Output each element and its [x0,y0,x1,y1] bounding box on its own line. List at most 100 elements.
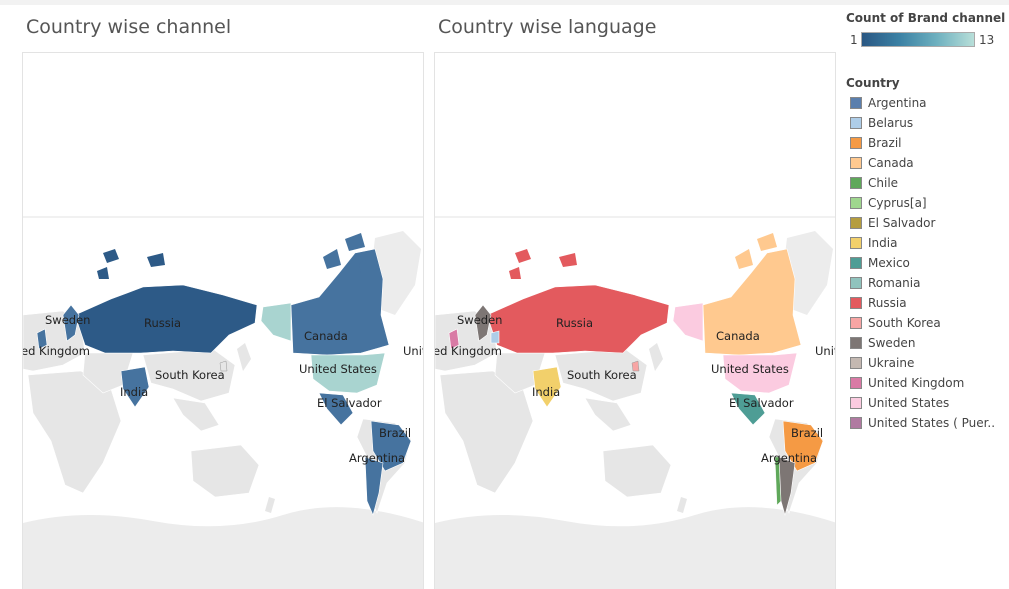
legend-swatch [850,317,862,329]
legend-label: South Korea [868,316,941,330]
southeast-asia-shape [172,397,220,432]
legend-item[interactable]: United States ( Puer.. [850,416,995,430]
legend-item[interactable]: Argentina [850,96,927,110]
legend-label: Romania [868,276,921,290]
country-legend-title: Country [846,76,900,90]
antarctica-shape [23,507,423,589]
russia-shape [74,284,258,354]
greenland-shape [371,231,421,315]
china-shape [554,348,648,402]
label-russia: Russia [144,316,181,330]
usa-shape [722,352,798,394]
legend-swatch [850,277,862,289]
legend-item[interactable]: Russia [850,296,907,310]
argentina-shape [778,456,796,517]
label-united-states-edge: Unit [815,344,836,358]
legend-swatch [850,197,862,209]
legend-label: Mexico [868,256,910,270]
south-korea-shape [219,360,228,372]
legend-swatch [850,97,862,109]
sweden-shape [474,304,492,342]
legend-label: United Kingdom [868,376,965,390]
brazil-shape [782,420,824,472]
legend-label: United States ( Puer.. [868,416,996,430]
legend-label: United States [868,396,950,410]
gradient-color-bar[interactable] [861,32,975,47]
legend-swatch [850,417,862,429]
language-map-title: Country wise language [438,16,657,38]
russia-shape [486,284,670,354]
channel-map-title: Country wise channel [26,16,232,38]
label-canada: Canada [716,329,760,343]
nz-shape [265,497,275,513]
label-argentina: Argentina [349,451,405,465]
india-shape [120,366,150,408]
legend-item[interactable]: Chile [850,176,898,190]
legend-item[interactable]: India [850,236,897,250]
channel-map-panel[interactable]: Sweden Russia ed Kingdom Canada United S… [22,52,424,589]
india-shape [532,366,562,408]
alaska-shape [672,302,704,342]
legend-swatch [850,377,862,389]
belarus-shape [490,330,500,344]
south-korea-shape [631,360,640,372]
label-sweden: Sweden [45,313,90,327]
gradient-legend-title: Count of Brand channel [846,11,1006,25]
argentina-shape [364,456,384,516]
legend-swatch [850,397,862,409]
legend-label: Chile [868,176,899,190]
label-united-kingdom: ed Kingdom [23,344,90,358]
label-canada: Canada [304,329,348,343]
alaska-shape [260,302,292,342]
legend-label: Brazil [868,136,902,150]
legend-item[interactable]: Ukraine [850,356,914,370]
legend-swatch [850,337,862,349]
antarctica-shape [435,507,835,589]
legend-item[interactable]: Mexico [850,256,910,270]
legend-swatch [850,297,862,309]
label-united-states: United States [299,362,377,376]
label-russia: Russia [556,316,593,330]
top-strip [0,0,1009,5]
sweden-shape [62,304,80,342]
china-shape [142,348,236,402]
legend-item[interactable]: United Kingdom [850,376,964,390]
legend-label: El Salvador [868,216,936,230]
label-united-kingdom: ed Kingdom [435,344,502,358]
canada-shape [290,248,390,356]
label-south-korea: South Korea [155,368,225,382]
legend-label: Cyprus[a] [868,196,927,210]
canada-shape [702,248,802,356]
legend-item[interactable]: Cyprus[a] [850,196,927,210]
label-argentina: Argentina [761,451,817,465]
australia-shape [602,444,672,498]
legend-item[interactable]: Belarus [850,116,913,130]
legend-label: India [868,236,898,250]
gradient-max-label: 13 [979,33,995,47]
label-united-states: United States [711,362,789,376]
legend-item[interactable]: Canada [850,156,914,170]
uk-shape [36,328,48,350]
legend-swatch [850,237,862,249]
label-brazil: Brazil [379,426,411,440]
legend-item[interactable]: Sweden [850,336,915,350]
label-south-korea: South Korea [567,368,637,382]
legend-item[interactable]: United States [850,396,949,410]
legend-item[interactable]: El Salvador [850,216,935,230]
label-india: India [532,385,560,399]
australia-shape [190,444,260,498]
gradient-min-label: 1 [850,33,858,47]
legend-swatch [850,117,862,129]
legend-item[interactable]: Romania [850,276,920,290]
legend-swatch [850,177,862,189]
legend-item[interactable]: South Korea [850,316,941,330]
brazil-shape [370,420,412,472]
label-united-states-edge: Unit [403,344,424,358]
southeast-asia-shape [584,397,632,432]
legend-item[interactable]: Brazil [850,136,902,150]
legend-label: Russia [868,296,907,310]
legend-swatch [850,137,862,149]
legend-label: Sweden [868,336,916,350]
legend-label: Canada [868,156,914,170]
language-map-panel[interactable]: Sweden Russia ed Kingdom Canada United S… [434,52,836,589]
